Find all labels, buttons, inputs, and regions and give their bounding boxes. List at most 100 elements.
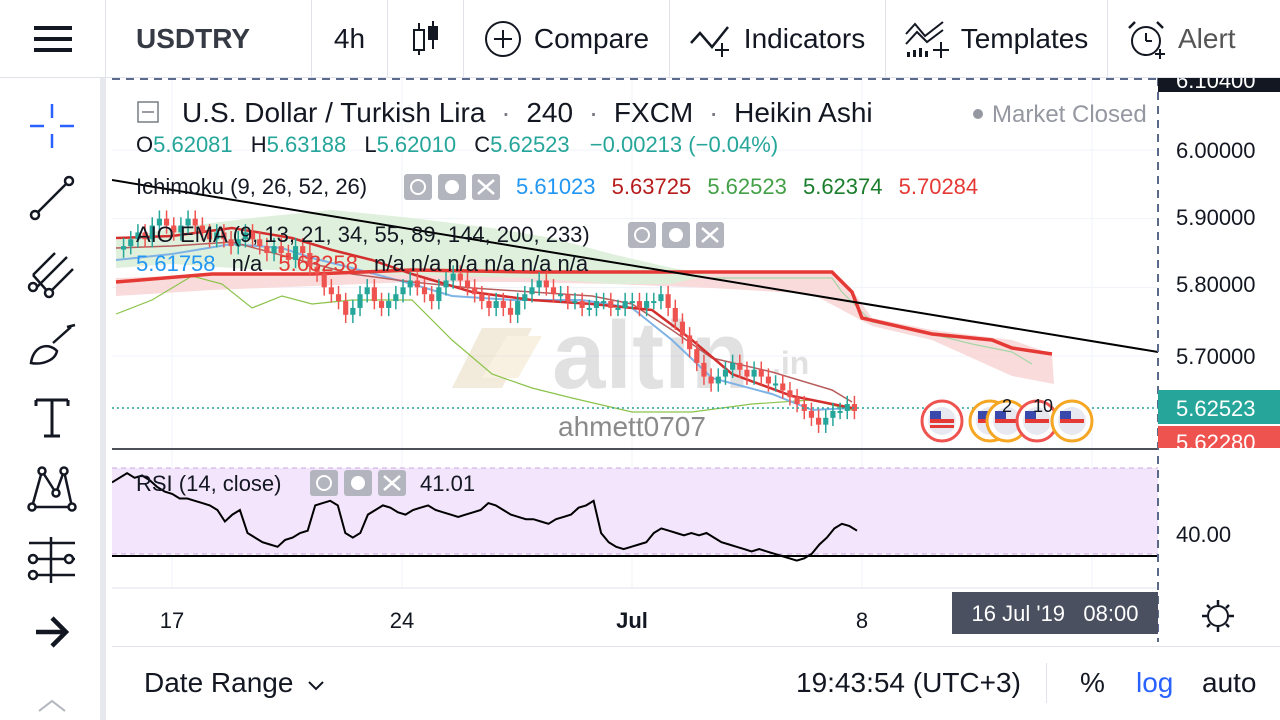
rsi-legend: RSI (14, close) 41.01 — [136, 470, 475, 496]
chikou-span — [115, 275, 853, 413]
candle-body — [787, 390, 793, 398]
candle-body — [328, 287, 334, 295]
candle-body — [300, 246, 306, 253]
candle-body — [121, 246, 127, 250]
gear-teeth — [1202, 600, 1234, 632]
event-markers[interactable]: 2 10 — [920, 396, 1094, 443]
indicators-label: Indicators — [743, 22, 866, 54]
candle-body — [149, 225, 155, 240]
crosshair-time-label: 16 Jul '19 08:00 — [972, 601, 1139, 626]
candle-body — [264, 246, 270, 253]
chart-legend: U.S. Dollar / Turkish Lira · 240 · FXCM … — [136, 97, 1147, 157]
pitchfork-tool[interactable] — [22, 244, 82, 304]
us-flag-event[interactable] — [1050, 399, 1094, 443]
us-flag-event[interactable] — [920, 399, 964, 443]
ema-label: AIO EMA (9, 13, 21, 34, 55, 89, 144, 200… — [136, 222, 590, 247]
candle-body — [486, 301, 492, 308]
eye-icon — [410, 179, 426, 195]
candle-body — [206, 232, 213, 240]
candle-body — [472, 287, 478, 295]
watermark-suffix: .in — [772, 345, 809, 381]
collapse-toolbar-button[interactable] — [22, 690, 82, 720]
date-range-button[interactable]: Date Range — [144, 667, 325, 699]
legend-sep: · — [589, 97, 598, 128]
arrow-right-icon — [36, 616, 70, 648]
crosshair-icon — [30, 104, 74, 148]
candle-body — [694, 349, 700, 363]
ichimoku-values: 5.61023 5.63725 5.62523 5.62374 5.70284 — [516, 174, 978, 199]
visibility-button[interactable] — [310, 470, 338, 496]
price-axis[interactable]: 6.10400 6.00000 5.90000 5.80000 5.70000 … — [1157, 78, 1280, 642]
clock-timezone-button[interactable]: 19:43:54 (UTC+3) — [796, 667, 1021, 698]
ema-controls[interactable] — [628, 222, 724, 248]
candle-body — [687, 335, 693, 350]
event-count-b: 10 — [1033, 396, 1053, 416]
measure-tool[interactable] — [22, 530, 82, 590]
chart-settings-button[interactable] — [1202, 600, 1234, 632]
time-axis[interactable]: 17 24 Jul 8 16 Jul '19 08:00 — [160, 592, 1234, 634]
candle-body — [558, 294, 564, 297]
candle-body — [550, 287, 557, 295]
log-scale-button[interactable]: log — [1136, 667, 1174, 698]
top-price-label: 6.10400 — [1176, 78, 1256, 93]
time-tick: Jul — [616, 608, 648, 633]
trend-line-tool[interactable] — [22, 168, 82, 228]
candle-body — [386, 301, 392, 308]
crosshair-tool[interactable] — [22, 96, 82, 156]
change-value: −0.00213 (−0.04%) — [590, 132, 778, 157]
trend-line[interactable] — [112, 179, 1159, 353]
candle-body — [436, 287, 442, 302]
alert-button[interactable]: Alert — [1108, 0, 1280, 78]
interval-button[interactable]: 4h — [312, 0, 388, 78]
candle-body — [421, 287, 428, 295]
ohlc-line: O5.62081 H5.63188 L5.62010 C5.62523 −0.0… — [136, 132, 778, 157]
candle-body — [515, 301, 521, 315]
h-value: 5.63188 — [267, 132, 347, 157]
candle-body — [500, 301, 506, 308]
candle-body — [321, 273, 327, 288]
l-value: 5.62010 — [377, 132, 457, 157]
compare-label: Compare — [533, 22, 650, 54]
compare-button[interactable]: Compare — [464, 0, 670, 78]
candle-body — [507, 307, 514, 315]
pattern-icon — [27, 466, 77, 512]
candle-body — [536, 280, 542, 288]
percent-scale-button[interactable]: % — [1080, 667, 1105, 698]
symbol-search-button[interactable]: USDTRY — [106, 0, 312, 78]
ichimoku-label: Ichimoku (9, 26, 52, 26) — [136, 174, 367, 199]
auto-scale-button[interactable]: auto — [1202, 667, 1257, 698]
hamburger-icon — [33, 25, 72, 52]
candle-body — [737, 362, 743, 370]
pattern-tool[interactable] — [22, 458, 82, 518]
more-tools-button[interactable] — [22, 602, 82, 662]
indicators-button[interactable]: Indicators — [670, 0, 886, 78]
candle-body — [629, 301, 635, 304]
menu-button[interactable] — [0, 0, 106, 78]
chart-area[interactable]: altin .in ahmett0707 2 10 — [112, 78, 1280, 646]
chart-canvas[interactable]: altin .in ahmett0707 2 10 — [112, 78, 1280, 646]
candle-body — [314, 266, 320, 274]
price-tick: 6.00000 — [1176, 138, 1256, 163]
candle-body — [185, 218, 191, 226]
rsi-controls[interactable] — [310, 470, 406, 496]
brush-tool[interactable] — [22, 316, 82, 376]
candle-body — [464, 280, 471, 288]
alert-label: Alert — [1178, 22, 1236, 54]
ichimoku-value: 5.62374 — [803, 174, 883, 199]
time-tick: 17 — [160, 608, 184, 633]
candle-body — [644, 301, 650, 308]
visibility-button[interactable] — [628, 222, 656, 248]
text-tool[interactable] — [22, 388, 82, 448]
ema-values: 5.61758 n/a 5.63258 n/a n/a n/a n/a n/a … — [136, 251, 589, 276]
candle-body — [242, 232, 248, 240]
candle-body — [371, 287, 377, 302]
candle-body — [744, 369, 750, 377]
candle-body — [658, 294, 664, 302]
visibility-button[interactable] — [404, 174, 432, 200]
us-flag-event-group[interactable]: 2 — [985, 396, 1029, 443]
ichimoku-controls[interactable] — [404, 174, 500, 200]
templates-button[interactable]: Templates — [886, 0, 1108, 78]
chart-style-button[interactable] — [388, 0, 464, 78]
candle-body — [285, 253, 291, 260]
pitchfork-icon — [27, 252, 74, 299]
